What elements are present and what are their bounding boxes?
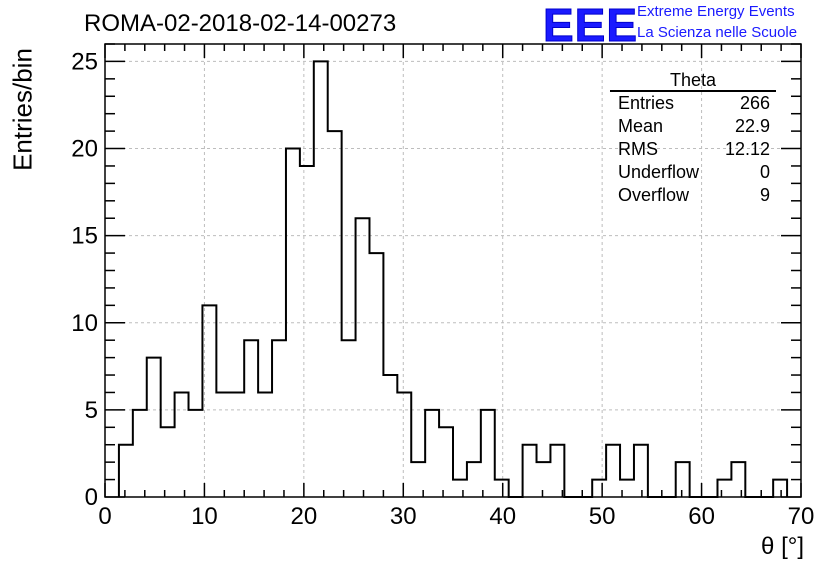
stats-label: Underflow <box>618 162 700 182</box>
histogram-bin <box>356 218 370 497</box>
histogram-bin <box>314 61 328 497</box>
y-tick-label: 15 <box>71 223 98 250</box>
logo-line-1: Extreme Energy Events <box>637 3 795 20</box>
histogram-bin <box>411 462 425 497</box>
histogram-bin <box>397 392 411 497</box>
histogram-bin <box>717 480 731 497</box>
stats-row-rms: RMS 12.12 <box>610 138 776 161</box>
x-tick-label: 20 <box>291 503 318 530</box>
histogram-bin <box>425 410 439 497</box>
stats-title: Theta <box>610 70 776 92</box>
stats-value: 12.12 <box>724 139 770 159</box>
histogram-bin <box>550 445 564 497</box>
stats-value: 22.9 <box>734 116 770 136</box>
histogram-bin <box>731 462 745 497</box>
x-tick-label: 60 <box>688 503 715 530</box>
x-axis-label: θ [°] <box>761 533 804 560</box>
histogram-bin <box>300 166 314 497</box>
y-tick-label: 5 <box>85 397 98 424</box>
stats-label: Overflow <box>618 185 690 205</box>
stats-value: 0 <box>759 162 770 182</box>
stats-row-overflow: Overflow 9 <box>610 184 776 207</box>
histogram-bin <box>342 340 356 497</box>
stats-label: RMS <box>618 139 658 159</box>
histogram-bin <box>147 358 161 497</box>
stats-box: Theta Entries 266 Mean 22.9 RMS 12.12 Un… <box>610 70 776 207</box>
x-tick-label: 50 <box>589 503 616 530</box>
run-title: ROMA-02-2018-02-14-00273 <box>84 10 397 37</box>
histogram-bin <box>439 427 453 497</box>
histogram-bin <box>383 375 397 497</box>
stats-label: Mean <box>618 116 664 136</box>
eee-logo: EEE <box>542 0 639 51</box>
x-tick-label: 10 <box>191 503 218 530</box>
y-tick-label: 20 <box>71 136 98 163</box>
y-tick-label: 25 <box>71 48 98 75</box>
histogram-bin <box>481 410 495 497</box>
histogram-bin <box>537 462 551 497</box>
histogram-bin <box>119 445 133 497</box>
histogram-bin <box>189 410 203 497</box>
histogram-bin <box>634 445 648 497</box>
histogram-bin <box>495 480 509 497</box>
histogram-bin <box>523 445 537 497</box>
x-tick-label: 70 <box>788 503 815 530</box>
histogram-bin <box>230 392 244 497</box>
histogram-bin <box>328 131 342 497</box>
histogram-bin <box>244 340 258 497</box>
histogram-bin <box>592 480 606 497</box>
histogram-bin <box>272 340 286 497</box>
histogram-bin <box>606 445 620 497</box>
stats-label: Entries <box>618 93 675 113</box>
histogram-bin <box>161 427 175 497</box>
histogram-bin <box>773 480 787 497</box>
histogram-bin <box>467 462 481 497</box>
histogram-bin <box>202 305 216 497</box>
y-axis-label: Entries/bin <box>7 48 38 171</box>
histogram-bin <box>676 462 690 497</box>
histogram-bin <box>369 253 383 497</box>
x-tick-label: 30 <box>390 503 417 530</box>
histogram-bin <box>286 149 300 497</box>
plot-frame <box>104 43 802 498</box>
y-tick-label: 0 <box>85 484 98 511</box>
stats-value: 266 <box>739 93 770 113</box>
histogram-bin <box>133 410 147 497</box>
stats-row-mean: Mean 22.9 <box>610 115 776 138</box>
logo-line-2: La Scienza nelle Scuole <box>637 24 798 41</box>
x-tick-label: 40 <box>489 503 516 530</box>
histogram-bin <box>453 480 467 497</box>
stats-value: 9 <box>759 185 770 205</box>
x-tick-label: 0 <box>98 503 111 530</box>
histogram-bin <box>258 392 272 497</box>
y-tick-label: 10 <box>71 310 98 337</box>
stats-row-underflow: Underflow 0 <box>610 161 776 184</box>
stats-row-entries: Entries 266 <box>610 92 776 115</box>
histogram-bin <box>216 392 230 497</box>
histogram-bin <box>620 480 634 497</box>
histogram-bin <box>175 392 189 497</box>
